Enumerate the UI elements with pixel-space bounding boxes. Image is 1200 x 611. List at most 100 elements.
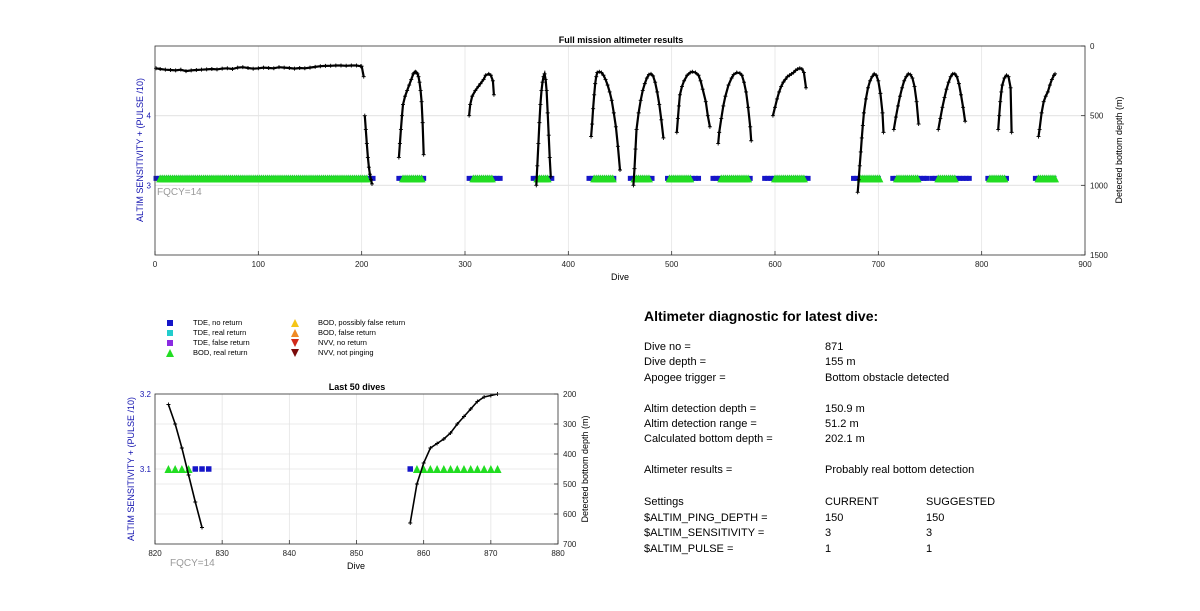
bottom-depth-point — [220, 66, 225, 71]
bottom-depth-point — [956, 81, 961, 86]
bottom-depth-point — [163, 67, 168, 72]
bottom-depth-point — [1053, 71, 1058, 76]
tde-no-return-point — [491, 175, 497, 181]
bottom-depth-point — [948, 74, 953, 79]
bottom-depth-point — [688, 70, 693, 75]
bottom-depth-point — [318, 64, 323, 69]
bottom-depth-point — [535, 163, 540, 168]
bottom-depth-point — [415, 71, 420, 76]
tde-no-return-point — [530, 175, 536, 181]
diag-value: 51.2 m — [825, 418, 859, 430]
bottom-depth-point — [282, 65, 287, 70]
diag-label: Dive depth = — [644, 356, 707, 368]
bottom-depth-point — [870, 74, 875, 79]
bottom-depth-point — [333, 63, 338, 68]
bottom-depth-point — [488, 73, 493, 78]
bod-real-return-point — [417, 174, 426, 183]
bottom-depth-point — [486, 71, 491, 76]
bottom-depth-point — [789, 71, 794, 76]
bottom-depth-point — [791, 70, 796, 75]
bottom-depth-point — [595, 70, 600, 75]
bottom-depth-point — [952, 71, 957, 76]
bottom-depth-point — [405, 88, 410, 93]
right-y-tick-label: 500 — [1090, 112, 1104, 121]
bottom-depth-point — [649, 71, 653, 76]
bottom-depth-line — [397, 70, 425, 158]
tde-no-return-point — [716, 175, 722, 181]
tde-no-return-point — [494, 175, 500, 181]
tde-no-return-point — [960, 175, 966, 181]
diagnostic-value-dive-no: 871 — [825, 341, 843, 353]
bottom-depth-point — [344, 63, 349, 68]
bottom-depth-point — [1000, 83, 1005, 88]
bottom-depth-point — [418, 88, 423, 93]
bottom-depth-point — [483, 73, 488, 78]
tde-no-return-point — [765, 175, 771, 181]
diagnostic-value-altim-depth: 150.9 m — [825, 403, 865, 415]
bottom-depth-point — [366, 165, 371, 170]
bottom-depth-point — [536, 141, 541, 146]
bottom-depth-point — [631, 183, 636, 188]
bottom-depth-point — [215, 67, 219, 72]
bottom-depth-point — [178, 67, 183, 72]
bottom-depth-point — [261, 65, 266, 70]
bottom-depth-point — [420, 120, 425, 125]
bottom-depth-point — [313, 64, 318, 69]
x-tick-label: 100 — [252, 260, 266, 269]
bottom-depth-point — [481, 77, 486, 82]
bottom-depth-point — [633, 147, 638, 152]
bottom-depth-point — [946, 80, 951, 85]
bottom-depth-point — [721, 103, 726, 108]
tde-no-return-point — [589, 175, 595, 181]
bottom-depth-point — [770, 113, 775, 118]
legend-label: TDE, no return — [193, 318, 243, 327]
diag-value: 150.9 m — [825, 403, 865, 415]
bottom-depth-point — [797, 66, 802, 71]
bottom-depth-point — [591, 106, 596, 111]
right-y-tick-label: 1000 — [1090, 181, 1108, 190]
bottom-depth-point — [881, 130, 886, 135]
legend-item-tde-false-return: TDE, false return — [155, 338, 250, 347]
bottom-depth-point — [644, 76, 649, 81]
bottom-depth-point — [339, 63, 343, 68]
diag-value: Probably real bottom detection — [825, 464, 975, 476]
main-chart-title: Full mission altimeter results — [559, 35, 684, 45]
bottom-depth-point — [739, 73, 744, 78]
bottom-depth-point — [611, 110, 616, 115]
bottom-depth-point — [328, 63, 333, 68]
bottom-depth-point — [895, 103, 900, 108]
bottom-depth-point — [961, 105, 966, 110]
bod-real-return-point — [913, 174, 922, 183]
setting-pulse-label: $ALTIM_PULSE = — [644, 543, 734, 555]
tde-no-return-point — [153, 175, 159, 181]
tde-no-return-point — [1032, 175, 1038, 181]
diagnostic-row-dive-depth: Dive depth = — [644, 356, 706, 368]
x-tick-label: 900 — [1078, 260, 1092, 269]
bottom-depth-point — [541, 74, 546, 79]
bottom-depth-point — [642, 81, 647, 86]
bottom-depth-point — [779, 84, 784, 89]
tde-no-return-point — [890, 175, 896, 181]
main-x-axis-label: Dive — [611, 272, 629, 282]
tde-no-return-point — [918, 175, 924, 181]
tde-no-return-point — [924, 175, 930, 181]
legend-label: TDE, false return — [193, 338, 250, 347]
tde-no-return-point — [921, 175, 927, 181]
bottom-depth-point — [655, 89, 660, 94]
setting-pulse-suggested: 1 — [926, 543, 933, 555]
bottom-depth-point — [209, 66, 214, 71]
legend-label: BOD, possibly false return — [318, 318, 406, 327]
bottom-depth-point — [855, 190, 860, 195]
setting-ping-depth-label: $ALTIM_PING_DEPTH = — [644, 512, 768, 524]
bod-real-return-point — [744, 174, 753, 183]
bottom-depth-point — [640, 88, 645, 93]
bottom-depth-point — [661, 135, 666, 140]
bottom-depth-point — [589, 134, 594, 139]
bottom-depth-point — [866, 85, 870, 90]
bottom-depth-point — [365, 155, 370, 160]
bottom-depth-point — [959, 92, 963, 97]
bottom-depth-point — [478, 81, 483, 86]
bottom-depth-point — [476, 84, 481, 89]
bottom-depth-point — [361, 74, 366, 79]
